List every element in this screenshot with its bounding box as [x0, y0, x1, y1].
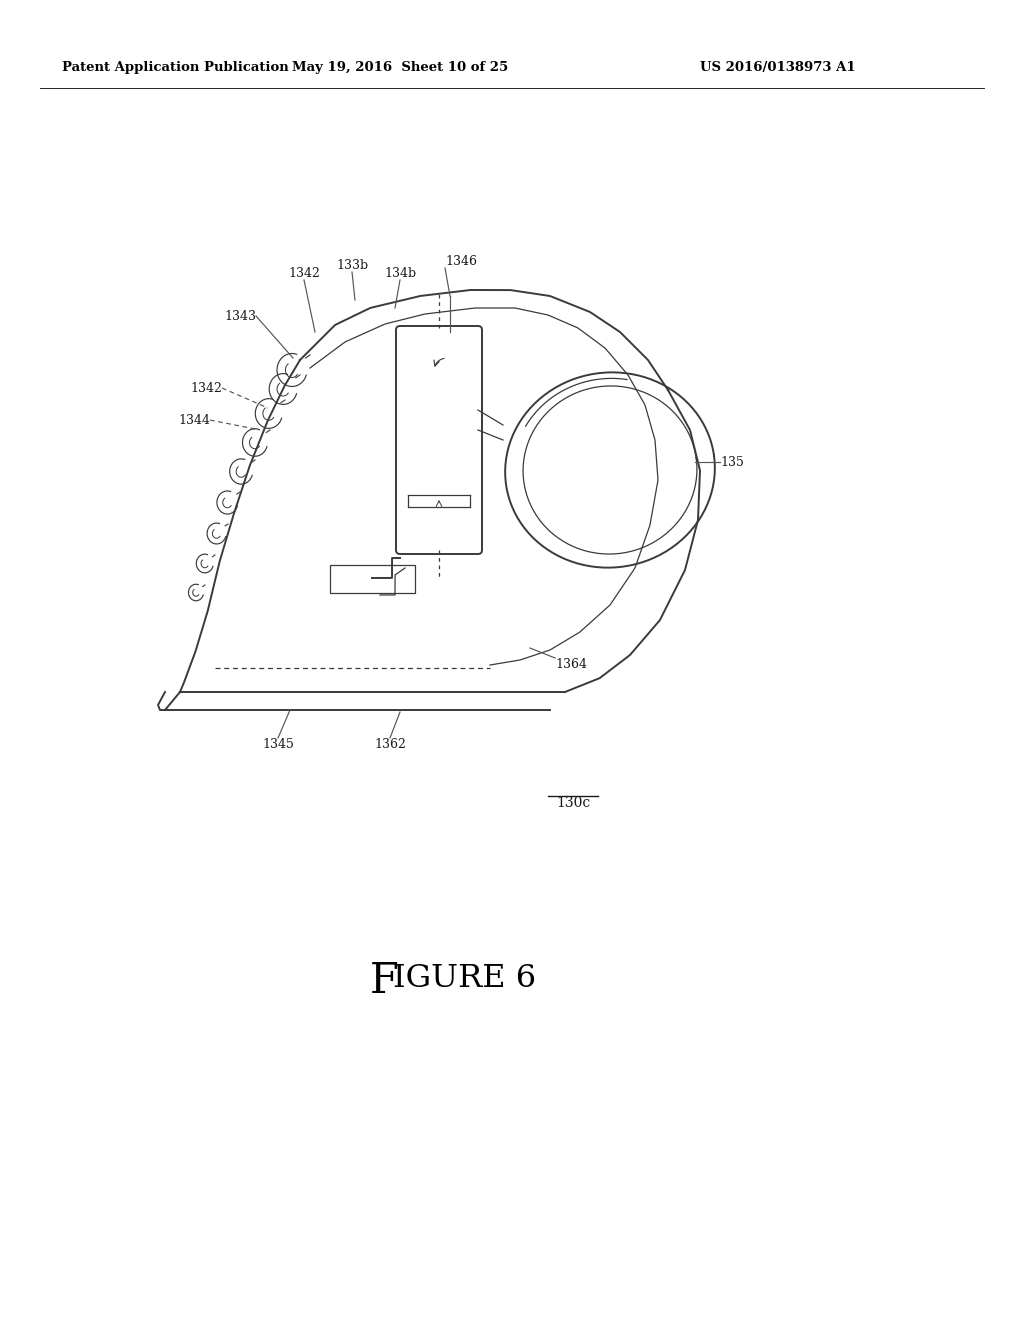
Text: 130c: 130c — [556, 796, 590, 810]
Text: 133b: 133b — [336, 259, 368, 272]
Text: 1344: 1344 — [178, 413, 210, 426]
Text: 1362: 1362 — [374, 738, 406, 751]
FancyBboxPatch shape — [396, 326, 482, 554]
Text: 134b: 134b — [384, 267, 416, 280]
Text: 1346: 1346 — [445, 255, 477, 268]
Text: Patent Application Publication: Patent Application Publication — [62, 62, 289, 74]
Bar — [330, 565, 415, 593]
Text: 1343: 1343 — [224, 309, 256, 322]
Text: 135: 135 — [720, 455, 743, 469]
Text: IGURE 6: IGURE 6 — [393, 964, 537, 994]
Text: US 2016/0138973 A1: US 2016/0138973 A1 — [700, 62, 856, 74]
Text: F: F — [370, 960, 399, 1002]
Text: May 19, 2016  Sheet 10 of 25: May 19, 2016 Sheet 10 of 25 — [292, 62, 508, 74]
Text: 1342: 1342 — [288, 267, 319, 280]
Text: 1345: 1345 — [262, 738, 294, 751]
Text: 1364: 1364 — [555, 657, 587, 671]
Text: 1342: 1342 — [190, 381, 222, 395]
